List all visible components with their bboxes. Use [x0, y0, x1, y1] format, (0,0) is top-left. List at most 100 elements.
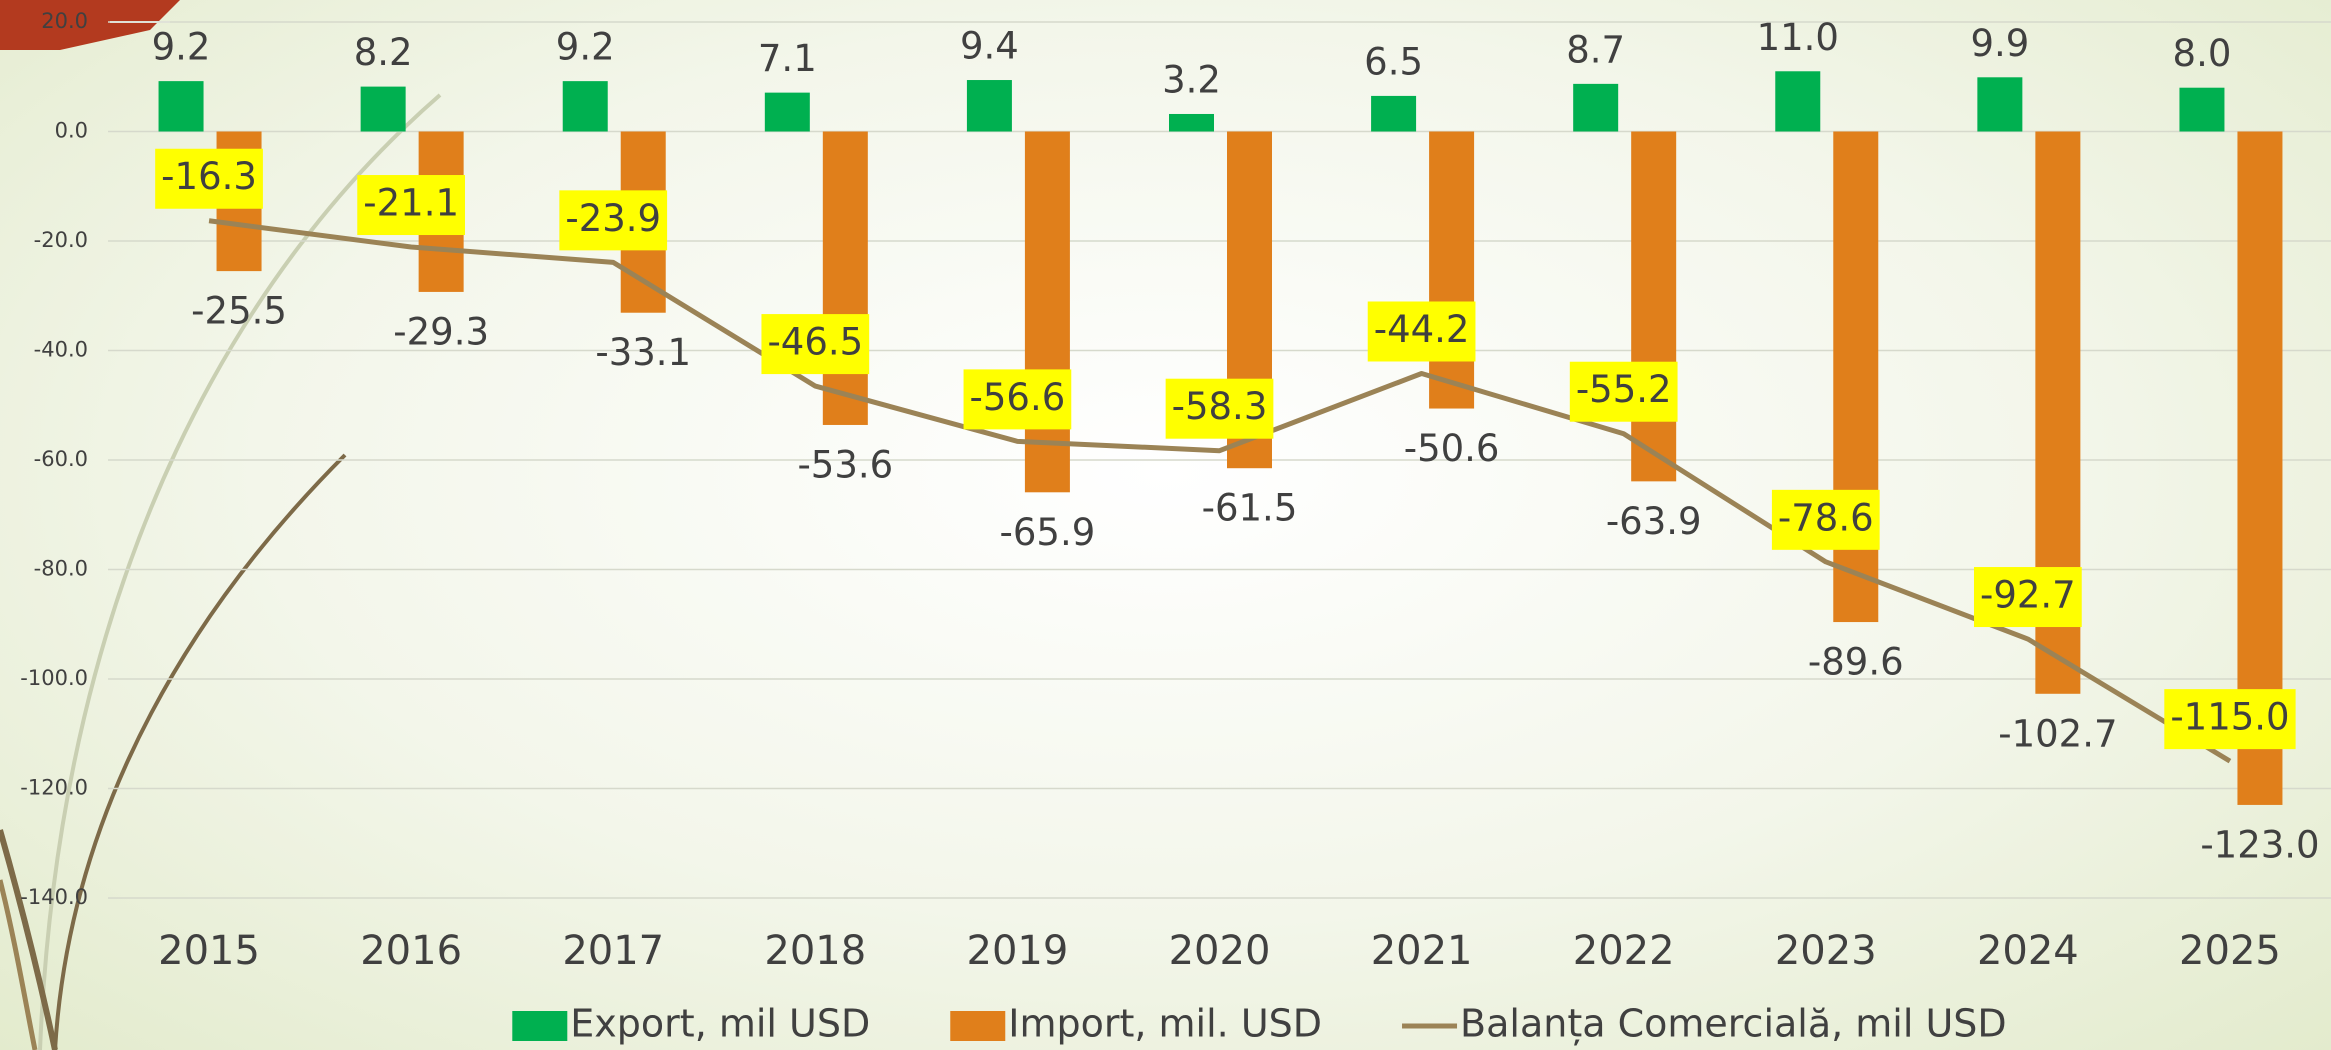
data-label: 9.2 [556, 26, 615, 69]
data-label-box: -21.1 [357, 175, 466, 236]
label-background [963, 369, 1072, 430]
data-label: -63.9 [1606, 500, 1702, 543]
data-label: 8.0 [2173, 32, 2232, 75]
data-label: -25.5 [191, 290, 287, 333]
y-tick-label: -100.0 [20, 666, 88, 690]
data-label-box: -92.7 [1973, 567, 2082, 628]
x-tick-label: 2019 [967, 928, 1069, 974]
bar [966, 80, 1012, 132]
data-label: 7.1 [758, 37, 817, 80]
x-tick-label: 2015 [158, 928, 260, 974]
y-tick-label: -80.0 [34, 557, 88, 581]
swoosh [0, 879, 38, 1050]
bar [158, 81, 204, 132]
data-label: -55.2 [1576, 368, 1672, 411]
legend-swatch [512, 1011, 568, 1041]
bar [360, 86, 406, 132]
label-background [1569, 361, 1678, 422]
y-tick-label: -120.0 [20, 776, 88, 800]
data-label: 9.9 [1970, 22, 2029, 65]
bar [1977, 77, 2023, 132]
y-tick-label: -140.0 [20, 885, 88, 909]
label-background [1367, 301, 1476, 362]
bar [1429, 131, 1475, 409]
data-label: 9.4 [960, 25, 1019, 68]
bar [1371, 95, 1417, 132]
label-background [559, 190, 668, 251]
y-tick-label: 0.0 [55, 119, 88, 143]
data-label: -46.5 [767, 321, 863, 364]
bar [1169, 113, 1214, 132]
data-label-box: -46.5 [761, 314, 870, 375]
legend-label: Import, mil. USD [1008, 1002, 1322, 1046]
label-background [155, 148, 263, 209]
data-label: 8.7 [1566, 28, 1625, 71]
x-tick-label: 2016 [360, 928, 462, 974]
bar [764, 92, 810, 132]
y-tick-label: -20.0 [34, 228, 88, 252]
y-tick-label: -60.0 [34, 447, 88, 471]
data-label: -92.7 [1980, 574, 2076, 617]
data-label: 8.2 [354, 31, 413, 74]
x-tick-label: 2022 [1573, 928, 1675, 974]
data-label: -115.0 [2170, 696, 2289, 739]
data-label: -21.1 [363, 182, 459, 225]
data-label: -56.6 [970, 376, 1066, 419]
data-label: -23.9 [565, 197, 661, 240]
data-label-box: -56.6 [963, 369, 1072, 430]
data-label: -44.2 [1374, 308, 1470, 351]
bar [1775, 71, 1821, 132]
line [208, 218, 2232, 764]
data-label: -16.3 [161, 155, 257, 198]
legend-label: Export, mil USD [570, 1002, 870, 1046]
data-label: -33.1 [595, 331, 691, 374]
x-tick-label: 2025 [2179, 928, 2281, 974]
x-tick-label: 2021 [1371, 928, 1473, 974]
data-label: -65.9 [1000, 511, 1096, 554]
data-label-box: -58.3 [1165, 378, 1274, 439]
data-label: -29.3 [393, 310, 489, 353]
label-background [2164, 689, 2296, 750]
data-label-box: -23.9 [559, 190, 668, 251]
label-background [1973, 567, 2082, 628]
y-tick-label: -40.0 [34, 338, 88, 362]
data-label: -58.3 [1172, 385, 1268, 428]
bar [562, 81, 608, 132]
x-tick-label: 2018 [764, 928, 866, 974]
data-label-box: -55.2 [1569, 361, 1678, 422]
data-label: -50.6 [1404, 427, 1500, 470]
data-label-box: -115.0 [2164, 689, 2296, 750]
data-label: -78.6 [1778, 496, 1874, 539]
data-label: -123.0 [2200, 823, 2319, 866]
x-tick-label: 2017 [562, 928, 664, 974]
data-label: -61.5 [1202, 487, 1298, 530]
y-tick-label: 20.0 [41, 9, 88, 33]
swoosh [0, 829, 58, 1050]
data-label-box: -78.6 [1771, 489, 1880, 550]
data-label: 3.2 [1162, 58, 1221, 101]
label-background [761, 314, 870, 375]
bar [1573, 83, 1619, 132]
data-label: 6.5 [1364, 40, 1423, 83]
legend: Export, mil USD Import, mil. USD Balanța C… [512, 1002, 2007, 1046]
data-label: -102.7 [1998, 712, 2117, 755]
legend-label: Balanța Comercială, mil USD [1460, 1002, 2007, 1046]
label-background [1771, 489, 1880, 550]
bar [822, 131, 868, 425]
data-label-box: -16.3 [155, 148, 263, 209]
x-tick-label: 2020 [1169, 928, 1271, 974]
data-label: -53.6 [797, 443, 893, 486]
decoration [0, 0, 442, 1050]
data-label: 9.2 [152, 26, 211, 69]
bar [1631, 131, 1677, 482]
bar [2179, 87, 2225, 132]
swoosh [53, 453, 347, 1050]
legend-swatch [950, 1011, 1006, 1041]
data-label: -89.6 [1808, 641, 1904, 684]
label-background [1165, 378, 1274, 439]
x-tick-label: 2024 [1977, 928, 2079, 974]
corner-shape [0, 0, 180, 50]
data-label-box: -44.2 [1367, 301, 1476, 362]
